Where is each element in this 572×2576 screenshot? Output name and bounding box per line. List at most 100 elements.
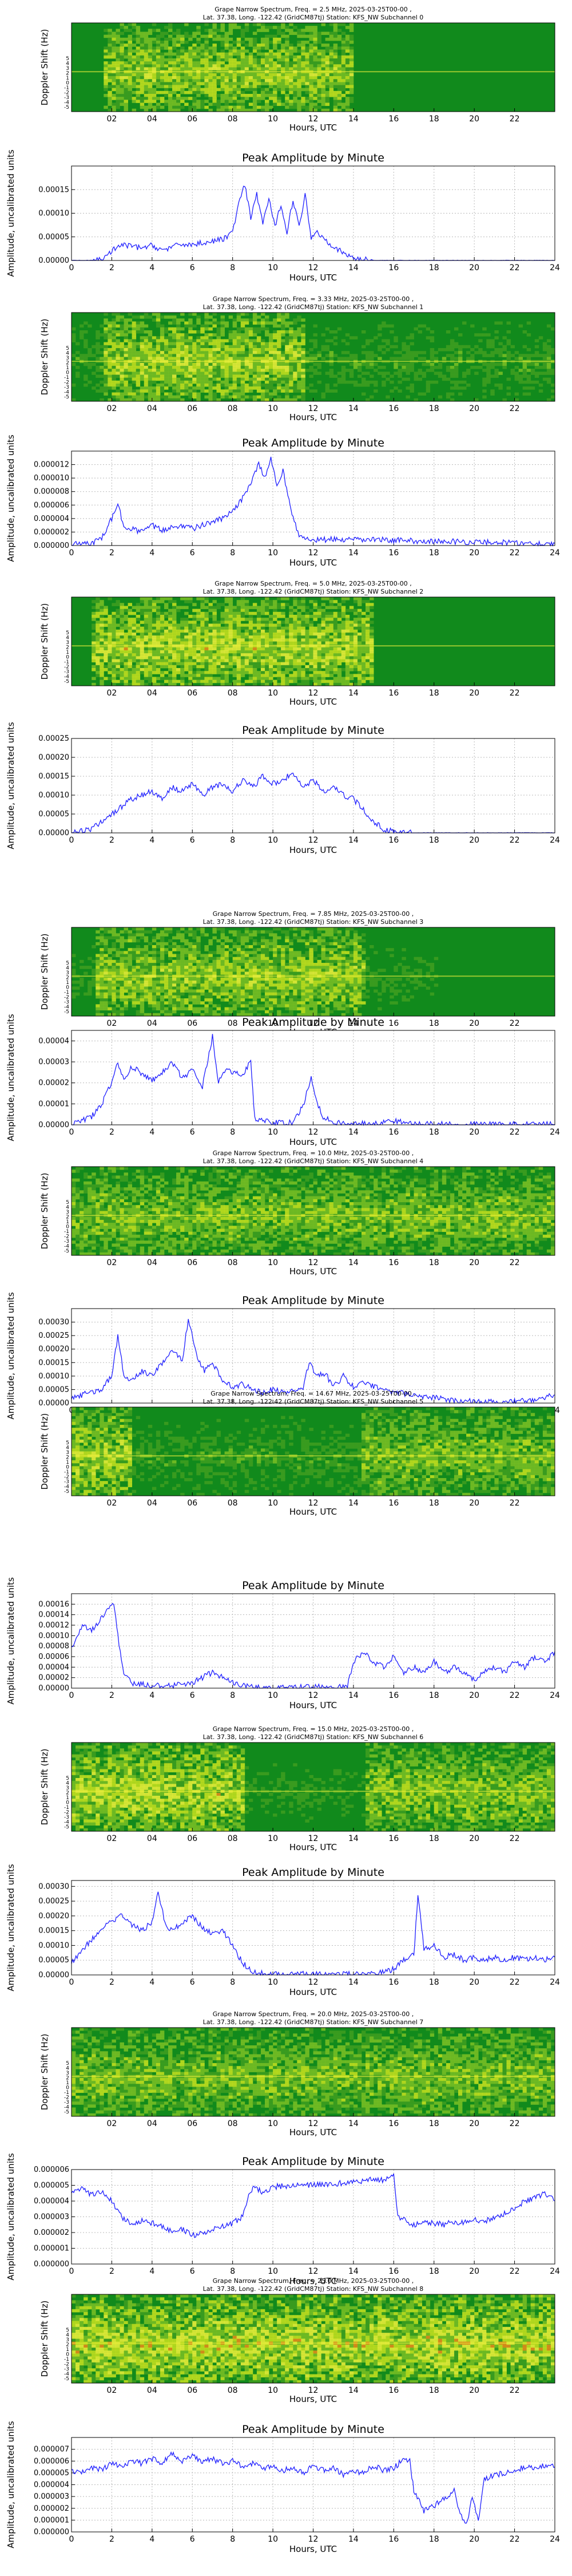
spectrogram-cell — [136, 635, 141, 639]
spectrogram-cell — [176, 362, 181, 366]
spectrogram-cell — [240, 324, 245, 328]
spectrogram-cell — [236, 674, 241, 677]
spectrogram-cell — [321, 653, 326, 657]
spectrogram-cell — [256, 29, 261, 32]
spectrogram-cell — [120, 23, 124, 26]
spectrogram-cell — [228, 638, 233, 642]
spectrogram-cell — [305, 386, 309, 390]
spectrogram-cell — [132, 369, 137, 372]
spectrogram-cell — [208, 377, 213, 381]
spectrogram-cell — [542, 362, 547, 366]
spectrogram-cell — [196, 79, 201, 82]
spectrogram-cell — [180, 662, 185, 666]
spectrogram-cell — [156, 635, 161, 639]
spectrogram-cell — [228, 389, 233, 393]
spectrogram-cell — [297, 354, 301, 357]
spectrogram-cell — [120, 330, 124, 334]
spectrogram-cell — [345, 97, 350, 100]
spectrogram-cell — [100, 345, 104, 349]
spectrogram-cell — [200, 55, 205, 59]
spectrogram-cell — [285, 380, 289, 384]
spectrogram-cell — [333, 108, 338, 112]
spectrogram-cell — [168, 336, 173, 339]
spectrogram-cell — [164, 597, 169, 600]
spectrogram-cell — [248, 389, 253, 393]
spectrogram-cell — [204, 679, 209, 683]
spectrogram-cell — [305, 73, 309, 77]
spectrogram-cell — [172, 369, 177, 372]
spectrogram-cell — [269, 82, 273, 85]
spectrogram-cell — [128, 41, 133, 44]
spectrogram-cell — [345, 61, 350, 65]
spectrogram-cell — [220, 641, 225, 645]
spectrogram-cell — [136, 61, 141, 65]
spectrogram-cell — [362, 384, 366, 387]
spectrogram-cell — [172, 351, 177, 354]
spectrogram-cell — [184, 61, 189, 65]
spectrogram-cell — [309, 633, 313, 636]
spectrogram-cell — [172, 97, 177, 100]
spectrogram-cell — [132, 342, 137, 346]
spectrogram-cell — [289, 369, 293, 372]
spectrogram-cell — [140, 606, 145, 610]
spectrogram-cell — [136, 641, 141, 645]
spectrogram-cell — [172, 44, 177, 47]
spectrogram-cell — [301, 333, 305, 337]
spectrogram-cell — [438, 372, 443, 375]
spectrogram-cell — [281, 313, 285, 316]
spectrogram-cell — [120, 638, 124, 642]
spectrogram-cell — [378, 345, 382, 349]
spectrogram-cell — [128, 611, 133, 615]
spectrogram-cell — [490, 345, 495, 349]
x-tick-label: 04 — [147, 114, 157, 124]
spectrogram-cell — [273, 377, 277, 381]
spectrogram-cell — [108, 342, 112, 346]
spectrogram-cell — [269, 97, 273, 100]
spectrogram-cell — [244, 321, 249, 325]
spectrogram-cell — [244, 641, 249, 645]
spectrogram-cell — [224, 41, 229, 44]
spectrogram-cell — [96, 665, 100, 669]
spectrogram-cell — [96, 336, 100, 339]
spectrogram-cell — [196, 395, 201, 399]
spectrogram-cell — [188, 348, 193, 351]
spectrogram-cell — [321, 611, 326, 615]
spectrogram-cell — [144, 49, 149, 53]
spectrogram-cell — [156, 64, 161, 68]
spectrogram-cell — [490, 342, 495, 346]
spectrogram-cell — [204, 342, 209, 346]
spectrogram-cell — [248, 677, 253, 681]
spectrogram-cell — [297, 76, 301, 80]
spectrogram-cell — [164, 330, 169, 334]
spectrogram-cell — [136, 315, 141, 319]
spectrogram-cell — [216, 662, 221, 666]
spectrogram-cell — [333, 46, 338, 50]
spectrogram-cell — [410, 362, 414, 366]
spectrogram-cell — [309, 641, 313, 645]
spectrogram-cell — [172, 665, 177, 669]
spectrogram-cell — [180, 682, 185, 686]
spectrogram-cell — [410, 336, 414, 339]
spectrogram-cell — [285, 55, 289, 59]
spectrogram-cell — [273, 55, 277, 59]
spectrogram-cell — [144, 615, 149, 618]
spectrogram-cell — [422, 351, 427, 354]
spectrogram-cell — [277, 597, 281, 600]
spectrogram-cell — [164, 46, 169, 50]
spectrogram-cell — [256, 638, 261, 642]
spectrogram-cell — [188, 384, 193, 387]
spectrogram-cell — [212, 94, 217, 97]
spectrogram-cell — [325, 339, 330, 343]
spectrogram-cell — [224, 76, 229, 80]
spectrogram-cell — [116, 41, 120, 44]
spectrogram-cell — [132, 659, 137, 663]
spectrogram-cell — [204, 671, 209, 674]
spectrogram-cell — [277, 49, 281, 53]
spectrogram-cell — [116, 659, 120, 663]
spectrogram-cell — [309, 49, 313, 53]
spectrogram-cell — [176, 67, 181, 71]
spectrogram-cell — [325, 76, 330, 80]
spectrogram-cell — [212, 635, 217, 639]
spectrogram-cell — [297, 100, 301, 103]
spectrogram-cell — [208, 366, 213, 369]
